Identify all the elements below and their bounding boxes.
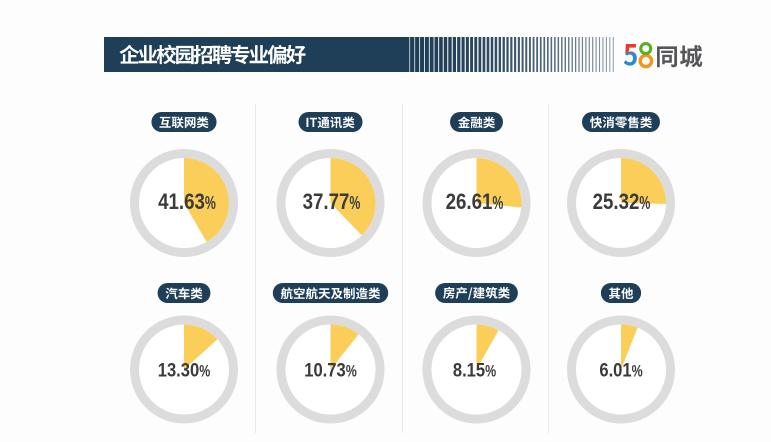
svg-text:%: % xyxy=(205,193,216,213)
svg-text:%: % xyxy=(349,193,360,213)
svg-text:25.32: 25.32 xyxy=(593,191,640,215)
svg-text:41.63: 41.63 xyxy=(158,191,205,215)
svg-text:37.77: 37.77 xyxy=(303,191,350,215)
svg-text:%: % xyxy=(485,363,496,381)
svg-text:6.01: 6.01 xyxy=(599,359,631,381)
svg-text:%: % xyxy=(492,193,503,213)
svg-text:13.30: 13.30 xyxy=(158,359,199,381)
svg-text:%: % xyxy=(199,363,210,381)
svg-text:%: % xyxy=(632,363,643,381)
svg-text:26.61: 26.61 xyxy=(446,191,493,215)
svg-text:%: % xyxy=(639,193,650,213)
svg-text:8.15: 8.15 xyxy=(453,359,485,381)
svg-text:10.73: 10.73 xyxy=(304,359,345,381)
svg-text:%: % xyxy=(346,363,357,381)
